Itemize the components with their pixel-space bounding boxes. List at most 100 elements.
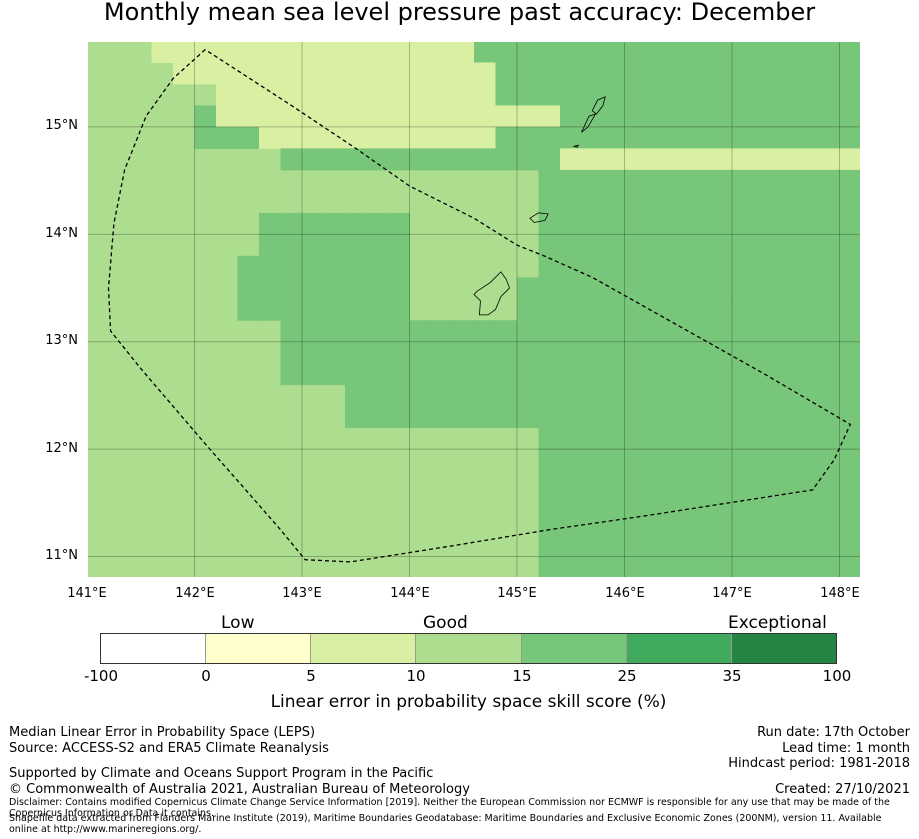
colorbar-tick-35: 35 <box>722 667 742 685</box>
skill-cell <box>302 105 324 128</box>
skill-cell <box>366 148 389 171</box>
skill-cell <box>796 513 819 536</box>
skill-cell <box>581 105 604 128</box>
skill-cell <box>302 41 324 63</box>
skill-cell <box>839 62 861 85</box>
skill-cell <box>560 513 582 536</box>
skill-cell <box>409 384 432 407</box>
skill-cell <box>624 449 647 472</box>
skill-cell <box>581 449 604 472</box>
skill-cell <box>667 148 690 171</box>
colorbar-swatch-5 <box>520 634 626 663</box>
skill-cell <box>818 62 840 85</box>
island-outline <box>473 271 510 316</box>
skill-cell <box>710 427 733 450</box>
skill-cell <box>818 320 840 343</box>
skill-cell <box>495 83 518 106</box>
skill-cell <box>753 449 776 472</box>
skill-cell <box>560 384 582 407</box>
skill-cell <box>818 298 840 321</box>
skill-cell <box>753 255 776 278</box>
skill-cell <box>667 341 690 364</box>
skill-cell <box>667 191 690 214</box>
skill-cell <box>280 105 303 128</box>
skill-cell <box>538 126 561 149</box>
skill-cell <box>839 148 861 171</box>
skill-cell <box>818 83 840 106</box>
disclaimer: Disclaimer: Contains modified Copernicus… <box>9 797 890 819</box>
skill-cell <box>710 62 733 85</box>
skill-cell <box>474 320 496 343</box>
skill-cell <box>775 105 797 128</box>
skill-cell <box>775 83 797 106</box>
skill-cell <box>259 105 281 128</box>
skill-cell <box>538 449 561 472</box>
skill-cell <box>775 62 797 85</box>
skill-cell <box>818 126 840 149</box>
skill-cell <box>323 83 346 106</box>
skill-cell <box>689 384 711 407</box>
colorbar-swatch-1 <box>101 634 206 663</box>
skill-cell <box>710 169 733 192</box>
skill-cell <box>581 298 604 321</box>
skill-cell <box>753 384 776 407</box>
skill-cell <box>624 255 647 278</box>
skill-cell <box>366 384 389 407</box>
skill-cell <box>388 126 410 149</box>
skill-cell <box>280 320 303 343</box>
skill-cell <box>667 406 690 429</box>
skill-cell <box>280 341 303 364</box>
skill-cell <box>796 148 819 171</box>
skill-cell <box>646 234 668 257</box>
skill-cell <box>732 234 754 257</box>
skill-cell <box>603 427 625 450</box>
skill-cell <box>409 148 432 171</box>
skill-cell <box>495 341 518 364</box>
skill-cell <box>667 427 690 450</box>
skill-cell <box>409 126 432 149</box>
skill-cell <box>409 341 432 364</box>
skill-cell <box>624 105 647 128</box>
skill-cell <box>388 234 410 257</box>
skill-cell <box>775 341 797 364</box>
skill-cell <box>775 320 797 343</box>
skill-cell <box>775 126 797 149</box>
skill-cell <box>818 277 840 300</box>
skill-cell <box>216 126 238 149</box>
skill-cell <box>581 191 604 214</box>
skill-cell <box>818 41 840 63</box>
skill-cell <box>732 148 754 171</box>
skill-cell <box>732 492 754 515</box>
skill-cell <box>603 535 625 558</box>
skill-cell <box>839 535 861 558</box>
skill-cell <box>280 298 303 321</box>
skill-cell <box>259 83 281 106</box>
skill-cell <box>603 298 625 321</box>
skill-cell <box>345 384 367 407</box>
skill-cell <box>581 277 604 300</box>
colorbar-swatches <box>100 633 837 664</box>
skill-cell <box>560 83 582 106</box>
chart-title: Monthly mean sea level pressure past acc… <box>103 0 816 26</box>
skill-cell <box>581 212 604 235</box>
skill-cell <box>624 535 647 558</box>
skill-cell <box>818 427 840 450</box>
skill-cell <box>366 234 389 257</box>
skill-cell <box>753 83 776 106</box>
skill-cell <box>603 449 625 472</box>
skill-cell <box>603 406 625 429</box>
skill-cell <box>302 277 324 300</box>
skill-cell <box>689 406 711 429</box>
skill-cell <box>753 298 776 321</box>
skill-cell <box>302 212 324 235</box>
skill-cell <box>517 62 539 85</box>
y-tick-13n: 13°N <box>45 333 78 348</box>
skill-cell <box>603 148 625 171</box>
skill-cell <box>732 277 754 300</box>
skill-cell <box>517 126 539 149</box>
skill-cell <box>366 298 389 321</box>
skill-cell <box>667 556 690 578</box>
skill-cell <box>796 406 819 429</box>
skill-cell <box>839 234 861 257</box>
lead-time: Lead time: 1 month <box>782 741 910 756</box>
